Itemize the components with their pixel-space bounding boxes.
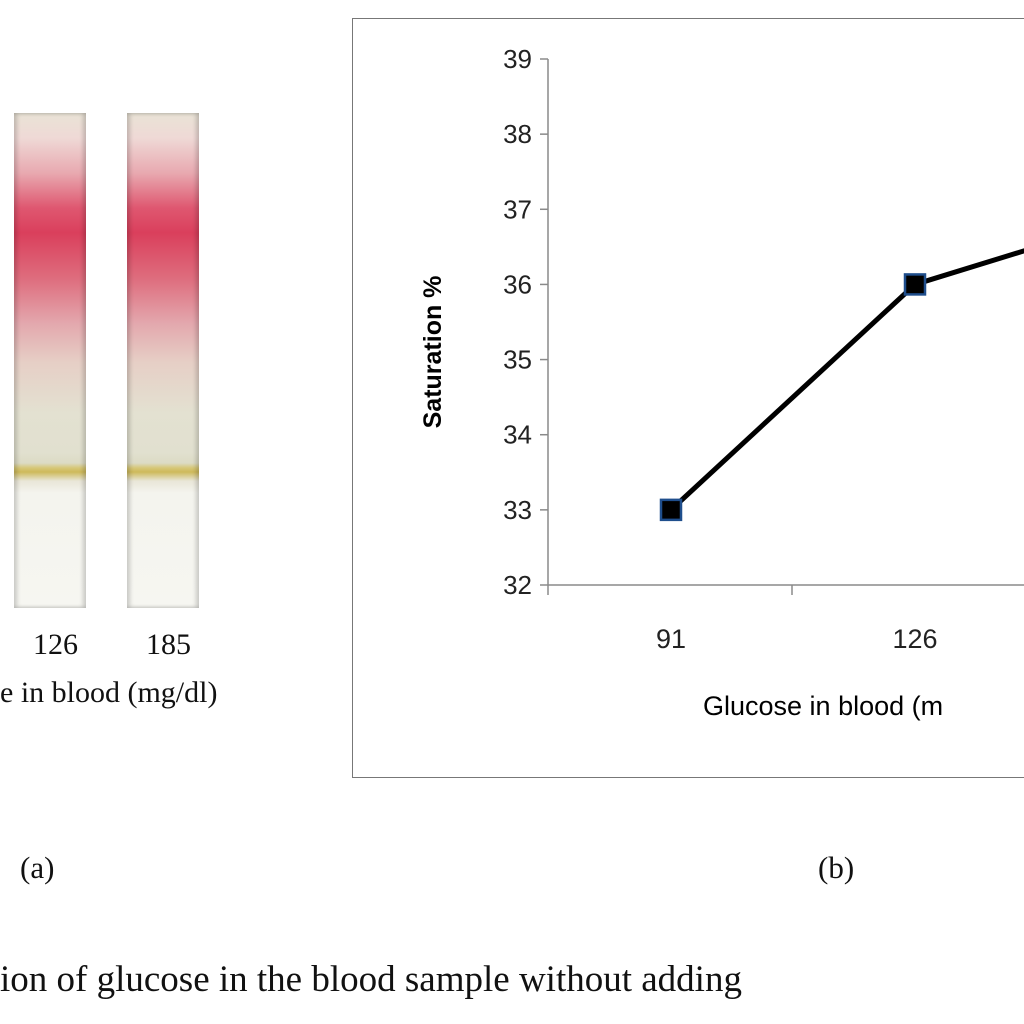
y-tick-label: 35 bbox=[503, 345, 532, 375]
blood-tube-126 bbox=[14, 113, 86, 608]
saturation-line-chart: 32 33 34 35 36 37 38 39 91 126 Saturation % Gluc… bbox=[419, 44, 1024, 721]
panel-label-b: (b) bbox=[818, 850, 855, 885]
y-tick-label: 32 bbox=[503, 570, 532, 600]
y-tick-label: 37 bbox=[503, 194, 532, 224]
y-tick-label: 34 bbox=[503, 420, 532, 450]
data-point-marker bbox=[903, 273, 927, 296]
x-tick-label: 91 bbox=[656, 624, 686, 654]
panel-label-a: (a) bbox=[20, 850, 55, 885]
x-axis-label: Glucose in blood (m bbox=[703, 691, 943, 721]
tube-axis-label: e in blood (mg/dl) bbox=[0, 676, 218, 709]
figure-caption: ion of glucose in the blood sample witho… bbox=[0, 959, 742, 1000]
blood-tube-185 bbox=[127, 113, 199, 608]
data-point-marker bbox=[659, 498, 683, 522]
y-axis-label: Saturation % bbox=[419, 276, 447, 429]
y-tick-label: 38 bbox=[503, 119, 532, 149]
chart-frame: 32 33 34 35 36 37 38 39 91 126 Saturation % Gluc… bbox=[352, 18, 1024, 778]
y-tick-label: 33 bbox=[503, 495, 532, 525]
x-tick-label: 126 bbox=[892, 624, 937, 654]
series-line bbox=[669, 248, 1024, 512]
tube-label-126: 126 bbox=[33, 628, 78, 661]
y-tick-label: 39 bbox=[503, 44, 532, 74]
y-tick-label: 36 bbox=[503, 269, 532, 299]
tube-label-185: 185 bbox=[146, 628, 191, 661]
